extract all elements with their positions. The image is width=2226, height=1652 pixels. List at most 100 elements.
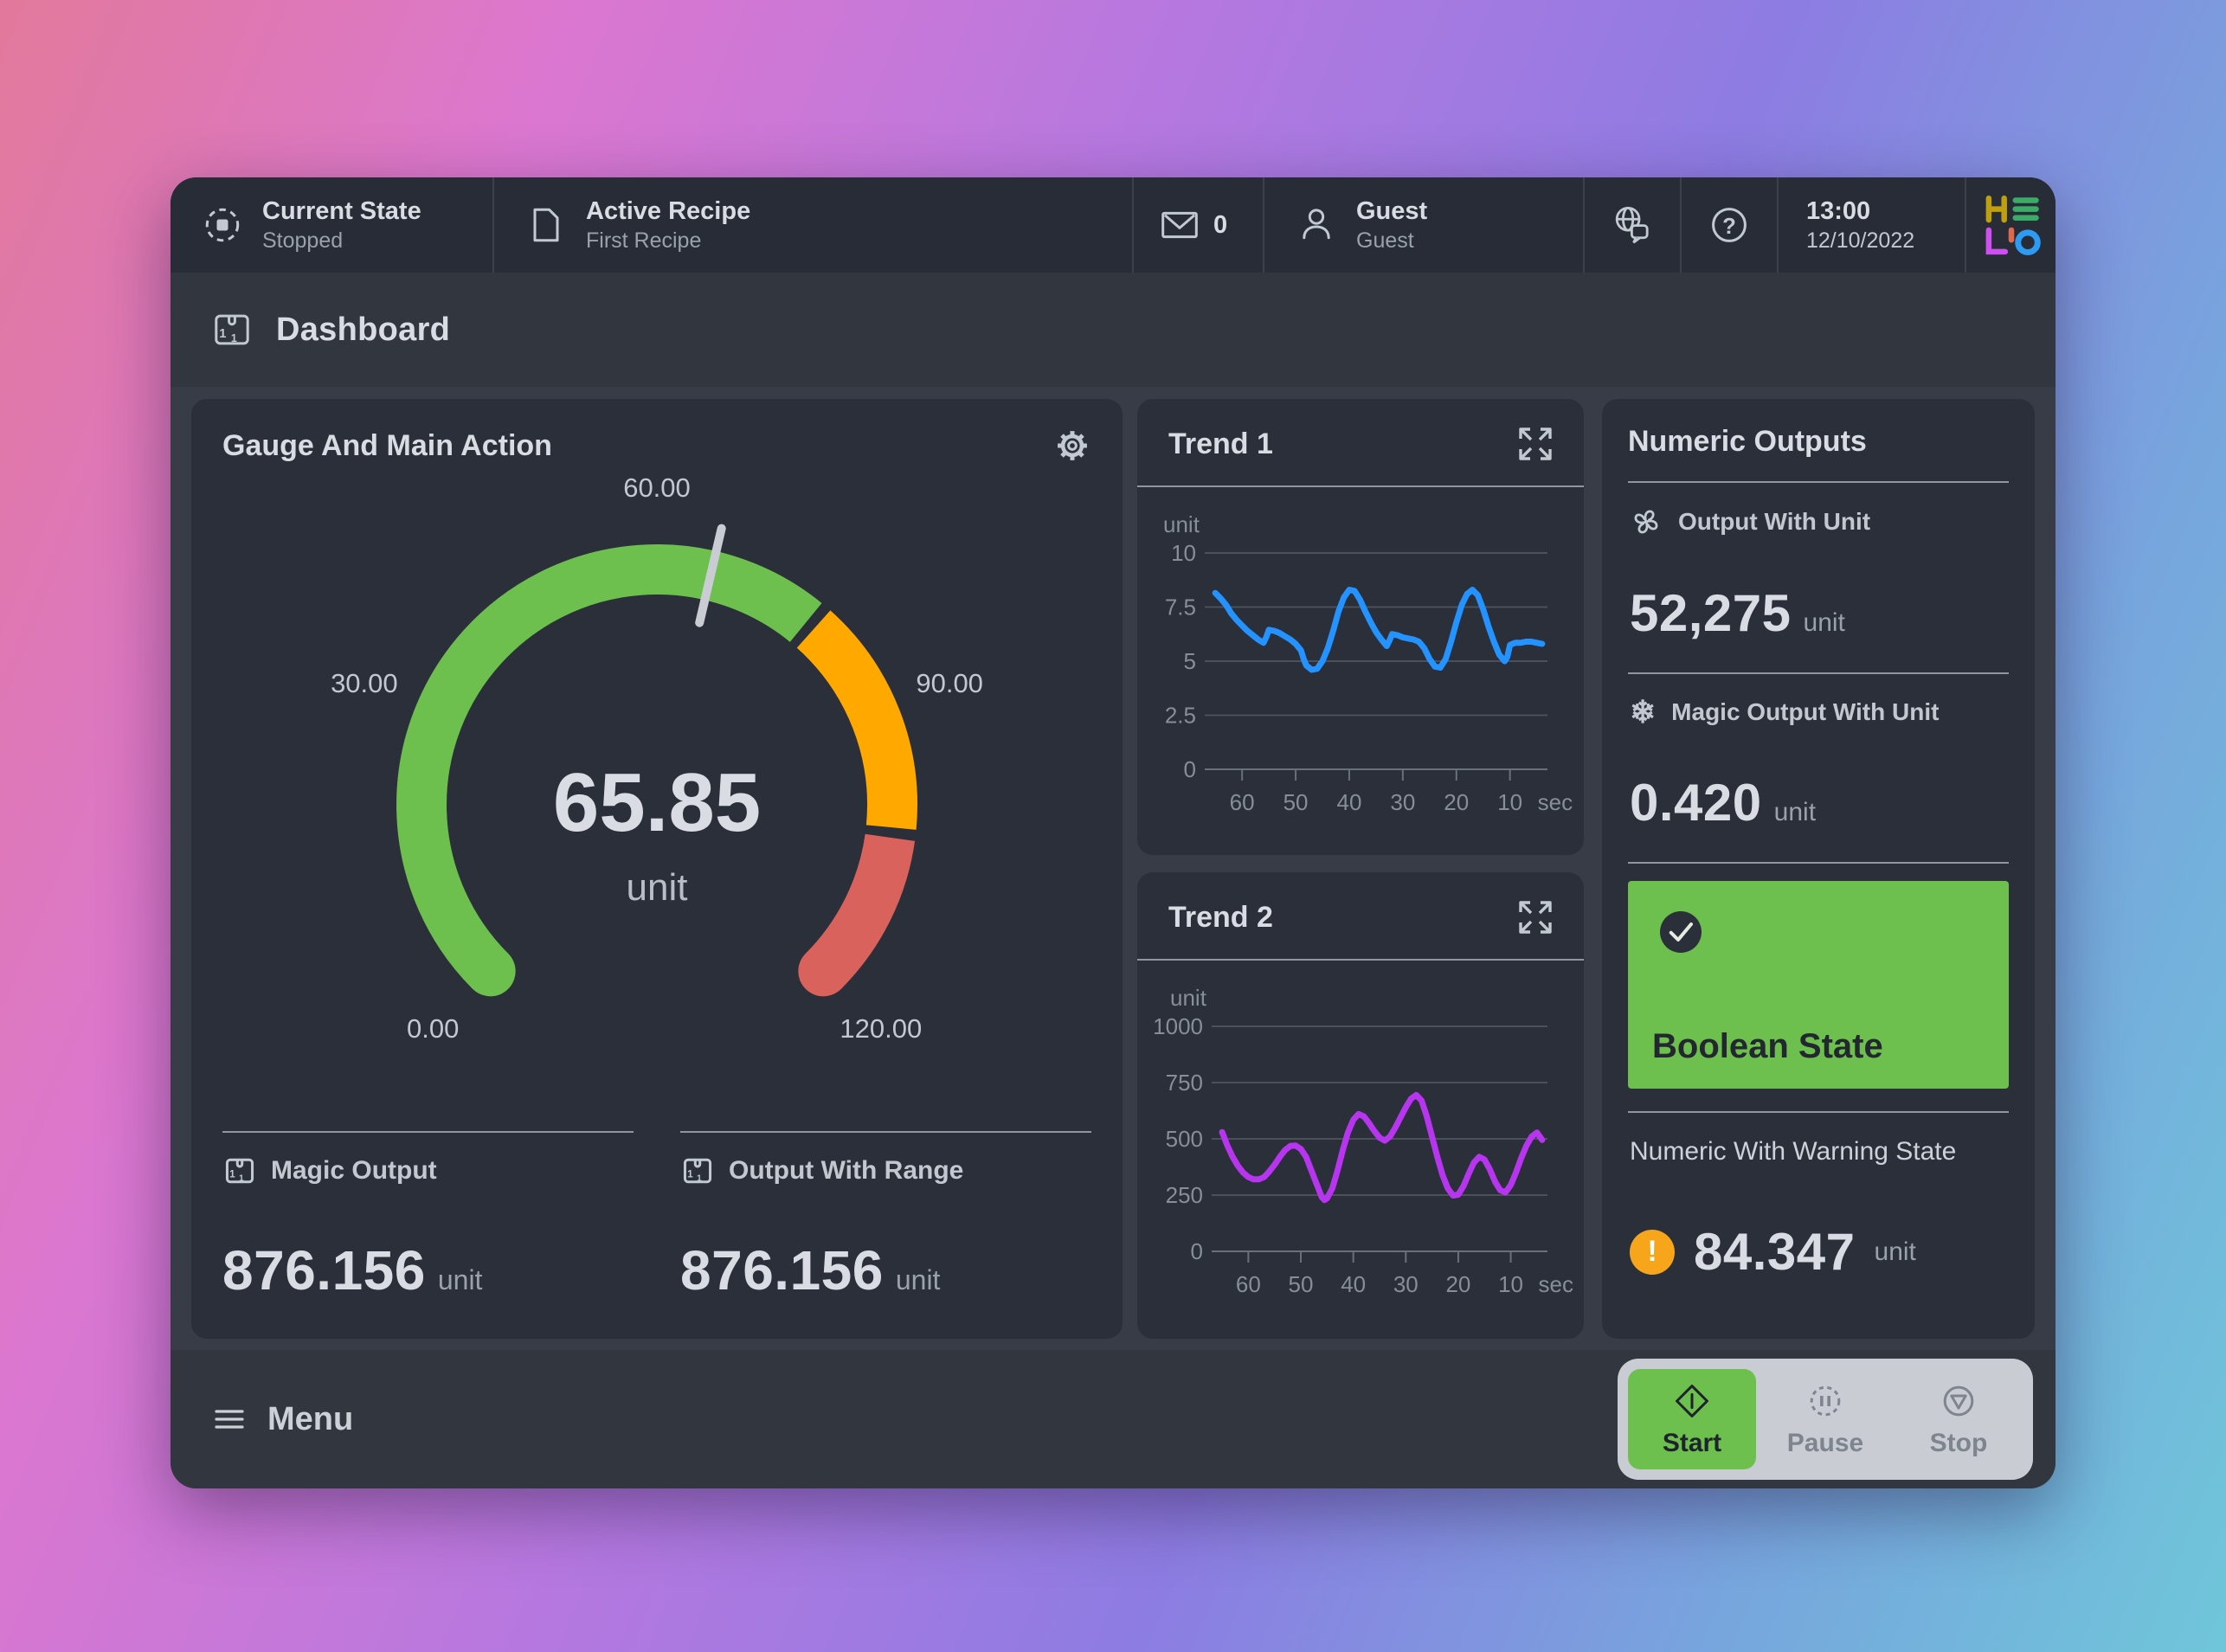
user-section[interactable]: Guest Guest <box>1264 177 1585 273</box>
gauge-card-title: Gauge And Main Action <box>222 428 552 462</box>
hamburger-icon <box>210 1400 248 1438</box>
user-role: Guest <box>1356 228 1414 253</box>
expand-icon[interactable] <box>1516 898 1554 936</box>
svg-text:1: 1 <box>231 332 237 344</box>
check-circle-icon <box>1660 911 1702 953</box>
svg-text:1: 1 <box>687 1167 693 1180</box>
pause-icon <box>1805 1380 1846 1422</box>
svg-text:10: 10 <box>1171 540 1196 566</box>
svg-text:10: 10 <box>1498 1271 1523 1297</box>
app-window: Current State Stopped Active Recipe Firs… <box>170 177 2056 1488</box>
divider <box>1628 672 2009 674</box>
gear-icon[interactable] <box>1052 425 1093 466</box>
page-title: Dashboard <box>276 311 451 348</box>
machine-action-group: Start Pause Stop <box>1618 1359 2033 1480</box>
dashboard-page-icon: 1 1 <box>210 308 254 351</box>
expand-icon[interactable] <box>1516 425 1554 463</box>
mail-icon <box>1158 203 1201 247</box>
numeric-warning-value: 84.347 <box>1694 1223 1856 1281</box>
output-with-unit-block: Output With Unit 52,275 unit <box>1628 483 2009 672</box>
snowflake-icon: ❄ <box>1630 694 1657 730</box>
warning-icon: ! <box>1630 1229 1675 1275</box>
svg-text:2.5: 2.5 <box>1165 703 1196 729</box>
page-title-row: 1 1 Dashboard <box>170 273 2056 387</box>
svg-text:0.00: 0.00 <box>407 1013 459 1044</box>
divider <box>1628 862 2009 864</box>
svg-text:1000: 1000 <box>1153 1013 1203 1039</box>
output-with-range-unit: unit <box>895 1264 941 1295</box>
svg-text:0: 0 <box>1184 756 1196 782</box>
svg-text:65.85: 65.85 <box>553 756 761 849</box>
divider <box>1137 485 1584 487</box>
svg-text:sec: sec <box>1538 789 1573 815</box>
svg-text:1: 1 <box>229 1167 235 1180</box>
boolean-state-indicator: Boolean State <box>1628 881 2009 1089</box>
stop-icon <box>1938 1380 1979 1422</box>
pause-label: Pause <box>1786 1429 1864 1457</box>
svg-text:7.5: 7.5 <box>1165 595 1196 620</box>
trend1-card: Trend 1 unit 10 7.5 5 2.5 0 60 50 40 30 20 10 sec <box>1137 399 1584 855</box>
trend2-title: Trend 2 <box>1168 900 1273 934</box>
active-recipe-value: First Recipe <box>586 228 702 253</box>
menu-label: Menu <box>267 1400 354 1437</box>
trend1-chart: unit 10 7.5 5 2.5 0 60 50 40 30 20 10 sec <box>1163 511 1573 815</box>
svg-text:0: 0 <box>1191 1238 1203 1264</box>
pause-button[interactable]: Pause <box>1761 1369 1889 1469</box>
package-icon: 1 1 <box>222 1154 257 1183</box>
menu-button[interactable]: Menu <box>210 1400 353 1438</box>
gauge-card-outputs: 1 1 Magic Output 876.156 unit <box>222 1131 1091 1302</box>
svg-text:sec: sec <box>1539 1271 1573 1297</box>
helio-logo-icon <box>1978 192 2044 258</box>
magic-output-with-unit-block: ❄ Magic Output With Unit 0.420 unit <box>1628 674 2009 862</box>
trend1-title: Trend 1 <box>1168 427 1273 460</box>
svg-text:unit: unit <box>1170 985 1207 1011</box>
svg-text:60: 60 <box>1236 1271 1261 1297</box>
trend2-card: Trend 2 unit 1000 750 500 250 0 60 50 40 30 20 10 se… <box>1137 872 1584 1339</box>
svg-text:10: 10 <box>1497 789 1522 815</box>
numeric-outputs-title: Numeric Outputs <box>1628 425 1867 458</box>
svg-text:40: 40 <box>1336 789 1361 815</box>
current-state-section: Current State Stopped <box>170 177 494 273</box>
svg-text:unit: unit <box>1163 511 1200 537</box>
svg-text:40: 40 <box>1341 1271 1366 1297</box>
package-icon: 1 1 <box>680 1154 715 1183</box>
language-section[interactable] <box>1585 177 1682 273</box>
svg-text:60: 60 <box>1230 789 1255 815</box>
svg-text:90.00: 90.00 <box>916 668 983 698</box>
numeric-outputs-card: Numeric Outputs Output With Unit 52,275 … <box>1602 399 2035 1339</box>
start-icon <box>1671 1380 1713 1422</box>
svg-text:1: 1 <box>219 327 226 341</box>
svg-text:1: 1 <box>697 1173 702 1183</box>
top-bar: Current State Stopped Active Recipe Firs… <box>170 177 2056 273</box>
svg-text:120.00: 120.00 <box>840 1013 922 1044</box>
user-name: Guest <box>1356 196 1428 225</box>
output-with-range-block: 1 1 Output With Range 876.156 unit <box>680 1131 1091 1302</box>
output-with-range-value: 876.156 <box>680 1239 884 1302</box>
start-button[interactable]: Start <box>1628 1369 1756 1469</box>
magic-output-unit: unit <box>437 1264 483 1295</box>
stop-label: Stop <box>1929 1429 1988 1457</box>
help-section[interactable]: ? <box>1682 177 1779 273</box>
svg-text:30: 30 <box>1393 1271 1419 1297</box>
svg-text:1: 1 <box>239 1173 244 1183</box>
numeric-warning-label: Numeric With Warning State <box>1630 1137 1957 1166</box>
stopped-state-icon <box>200 202 245 247</box>
divider <box>1137 959 1584 961</box>
svg-text:50: 50 <box>1289 1271 1314 1297</box>
messages-count: 0 <box>1213 210 1228 239</box>
stop-button[interactable]: Stop <box>1895 1369 2023 1469</box>
active-recipe-label: Active Recipe <box>586 196 751 225</box>
magic-output-label: Magic Output <box>271 1156 437 1185</box>
output-with-unit-unit: unit <box>1803 608 1845 637</box>
gauge-chart: 0.00 30.00 60.00 90.00 120.00 65.85 unit <box>331 472 983 1044</box>
svg-text:30: 30 <box>1390 789 1415 815</box>
svg-text:500: 500 <box>1166 1126 1203 1152</box>
messages-section[interactable]: 0 <box>1134 177 1264 273</box>
svg-text:unit: unit <box>627 866 688 909</box>
help-icon: ? <box>1706 202 1753 248</box>
divider <box>1628 1111 2009 1113</box>
svg-text:5: 5 <box>1184 648 1196 674</box>
language-globe-icon <box>1609 202 1656 248</box>
svg-text:250: 250 <box>1166 1182 1203 1208</box>
